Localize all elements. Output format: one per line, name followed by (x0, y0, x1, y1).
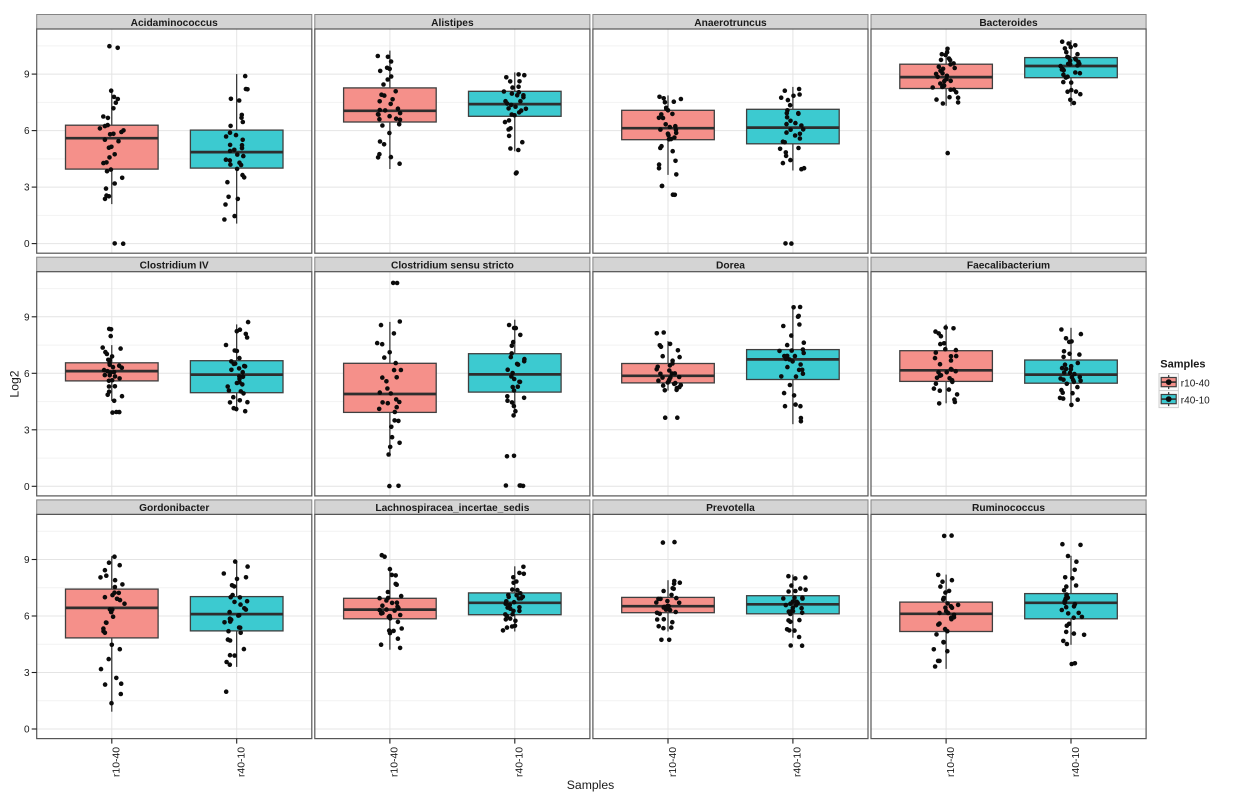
svg-text:0: 0 (24, 725, 30, 736)
svg-text:Lachnospiracea_incertae_sedis: Lachnospiracea_incertae_sedis (375, 503, 529, 514)
svg-text:9: 9 (24, 312, 30, 323)
svg-text:r10-40: r10-40 (390, 747, 401, 777)
svg-text:Faecalibacterium: Faecalibacterium (967, 261, 1050, 272)
svg-text:Log2: Log2 (8, 370, 22, 397)
svg-text:3: 3 (24, 668, 30, 679)
svg-text:r10-40: r10-40 (1181, 378, 1210, 389)
svg-text:0: 0 (24, 239, 30, 250)
svg-text:r40-10: r40-10 (1071, 747, 1082, 777)
svg-text:6: 6 (24, 126, 30, 137)
svg-text:r10-40: r10-40 (946, 747, 957, 777)
svg-text:r40-10: r40-10 (515, 747, 526, 777)
svg-text:Dorea: Dorea (716, 261, 745, 272)
svg-text:Acidaminococcus: Acidaminococcus (131, 18, 219, 29)
svg-text:Ruminococcus: Ruminococcus (972, 503, 1045, 514)
svg-text:r10-40: r10-40 (112, 747, 123, 777)
svg-text:6: 6 (24, 369, 30, 380)
svg-text:Prevotella: Prevotella (706, 503, 755, 514)
svg-text:Clostridium sensu stricto: Clostridium sensu stricto (391, 261, 514, 272)
svg-text:Samples: Samples (1160, 359, 1205, 371)
svg-text:6: 6 (24, 612, 30, 623)
svg-text:9: 9 (24, 70, 30, 81)
svg-text:0: 0 (24, 482, 30, 493)
svg-text:Gordonibacter: Gordonibacter (139, 503, 209, 514)
svg-text:3: 3 (24, 425, 30, 436)
svg-text:9: 9 (24, 555, 30, 566)
svg-text:r40-10: r40-10 (237, 747, 248, 777)
svg-text:r40-10: r40-10 (1181, 395, 1210, 406)
svg-text:Clostridium IV: Clostridium IV (140, 261, 209, 272)
svg-text:Bacteroides: Bacteroides (979, 18, 1038, 29)
svg-text:Alistipes: Alistipes (431, 18, 474, 29)
svg-text:3: 3 (24, 183, 30, 194)
svg-text:Anaerotruncus: Anaerotruncus (694, 18, 767, 29)
svg-text:r40-10: r40-10 (793, 747, 804, 777)
svg-text:r10-40: r10-40 (668, 747, 679, 777)
svg-text:Samples: Samples (567, 778, 614, 792)
